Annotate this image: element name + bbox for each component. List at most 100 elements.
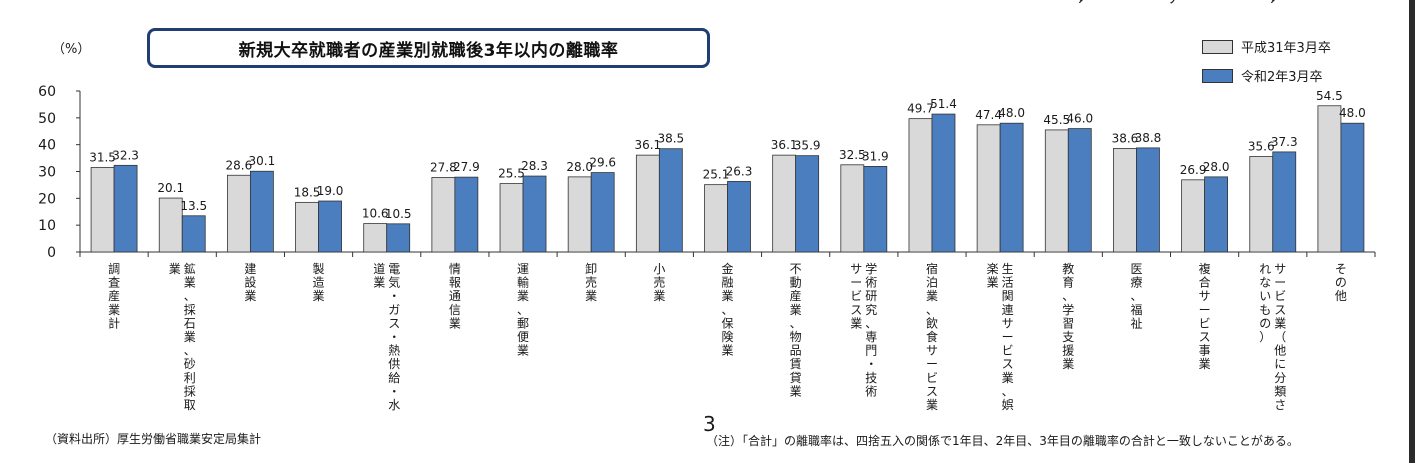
value-label: 36.1 xyxy=(634,138,661,152)
category-label-char: に xyxy=(1274,357,1286,371)
value-label: 27.9 xyxy=(453,160,480,174)
category-label-char: ー xyxy=(1199,303,1211,317)
category-label-char: 砂 xyxy=(184,357,196,371)
value-label: 45.5 xyxy=(1043,113,1070,127)
category-label: 製造業 xyxy=(313,262,325,303)
legend: 平成31年3月卒 令和2年3月卒 xyxy=(1202,32,1331,90)
category-label-char: 水 xyxy=(388,398,400,412)
category-label-char: ガ xyxy=(388,303,400,317)
category-label-char: 輸 xyxy=(517,275,529,290)
value-label: 38.5 xyxy=(657,132,684,146)
chart-title-text: 新規大卒就職者の産業別就職後3年以内の離職率 xyxy=(238,40,619,61)
category-label-char: 医 xyxy=(1130,262,1142,276)
category-label-char: 技 xyxy=(865,371,877,385)
category-label-char: 楽 xyxy=(987,262,999,276)
value-label: 54.5 xyxy=(1316,89,1343,103)
category-label-char: 業 xyxy=(1199,357,1211,371)
category-label-char: ビ xyxy=(1274,289,1286,303)
category-label-char: サ xyxy=(926,344,938,358)
category-label-char: ス xyxy=(1002,357,1014,371)
category-label-char: 事 xyxy=(1199,344,1211,358)
category-label-char: 利 xyxy=(184,371,196,385)
category-label: その他 xyxy=(1335,262,1347,303)
value-label: 35.9 xyxy=(794,139,821,153)
category-label-char: 活 xyxy=(1002,276,1014,290)
category-label: 建設業 xyxy=(244,262,256,303)
value-label: 48.0 xyxy=(1339,106,1366,120)
category-label-char: 合 xyxy=(1199,275,1211,290)
bar xyxy=(522,175,547,253)
category-label-char: 術 xyxy=(865,276,877,290)
category-label-char: （ xyxy=(1274,330,1286,344)
category-label-char: な xyxy=(1259,276,1271,290)
bar xyxy=(863,166,888,253)
category-label-char: 品 xyxy=(790,344,802,358)
category-label-char: 建 xyxy=(244,262,256,276)
bar xyxy=(499,183,524,253)
value-label: 10.5 xyxy=(385,207,412,221)
category-label-char: 郵 xyxy=(517,316,529,330)
legend-swatch-series2 xyxy=(1202,68,1233,83)
value-label: 31.5 xyxy=(89,150,116,164)
category-label-char: 売 xyxy=(653,275,665,290)
y-tick-label: 60 xyxy=(38,84,56,100)
category-label: 業 xyxy=(169,262,181,276)
category-label-char: ス xyxy=(1274,303,1286,317)
category-label-char: 石 xyxy=(184,316,196,330)
bar xyxy=(658,148,683,253)
category-label-char: 貸 xyxy=(790,370,802,385)
category-label-char: ス xyxy=(1199,330,1211,344)
category-label-char: の xyxy=(1259,316,1271,330)
source-note: （資料出所）厚生労働省職業安定局集計 xyxy=(45,432,262,446)
value-label: 49.7 xyxy=(907,102,934,116)
category-label-char: 賃 xyxy=(790,356,802,371)
bar xyxy=(295,201,319,253)
category-label-char: ス xyxy=(388,316,400,330)
category-label-char: 宿 xyxy=(926,261,938,276)
category-label-char: 不 xyxy=(790,262,802,276)
category-label-char: れ xyxy=(1259,262,1271,276)
category-label-char: 険 xyxy=(721,330,733,344)
category-label-char: 産 xyxy=(108,288,120,303)
category-label-char: 気 xyxy=(388,275,400,290)
category-label-char: 業 xyxy=(244,289,256,303)
category-label: 楽業 xyxy=(987,262,999,290)
value-label: 31.9 xyxy=(862,149,889,163)
bar xyxy=(386,223,411,253)
category-label-char: 給 xyxy=(388,371,400,385)
bar xyxy=(181,215,206,253)
value-label: 51.4 xyxy=(930,97,957,111)
bar xyxy=(431,177,456,253)
bar xyxy=(590,172,615,253)
category-label-char: 業 xyxy=(653,289,665,303)
value-label: 38.6 xyxy=(1112,131,1139,145)
category-label-char: 福 xyxy=(1130,302,1142,317)
category-label-char: ー xyxy=(926,357,938,371)
value-label: 47.4 xyxy=(975,108,1002,122)
category-label-char: 生 xyxy=(1002,262,1014,276)
y-tick-label: 50 xyxy=(38,111,56,127)
category-label: 運輸業、郵便業 xyxy=(517,262,529,358)
category-label-char: 飲 xyxy=(926,315,938,330)
value-label: 28.3 xyxy=(521,159,548,173)
category-label-char: 業 xyxy=(313,289,325,303)
category-label-char: 融 xyxy=(721,276,733,290)
y-tick-label: 10 xyxy=(38,218,56,234)
bar xyxy=(113,164,138,253)
category-label-char: 報 xyxy=(449,276,461,290)
category-label: 小売業 xyxy=(653,262,665,303)
value-label: 28.0 xyxy=(566,160,593,174)
value-label: 27.8 xyxy=(430,160,457,174)
category-label-char: 業 xyxy=(721,344,733,358)
bar xyxy=(363,223,388,253)
value-label: 19.0 xyxy=(317,184,344,198)
category-label-char: 信 xyxy=(449,303,461,317)
category-label-char: 他 xyxy=(1335,289,1347,303)
category-label-char: 関 xyxy=(1002,289,1014,303)
category-label-char: 業 xyxy=(926,398,938,412)
value-label: 32.5 xyxy=(839,148,866,162)
